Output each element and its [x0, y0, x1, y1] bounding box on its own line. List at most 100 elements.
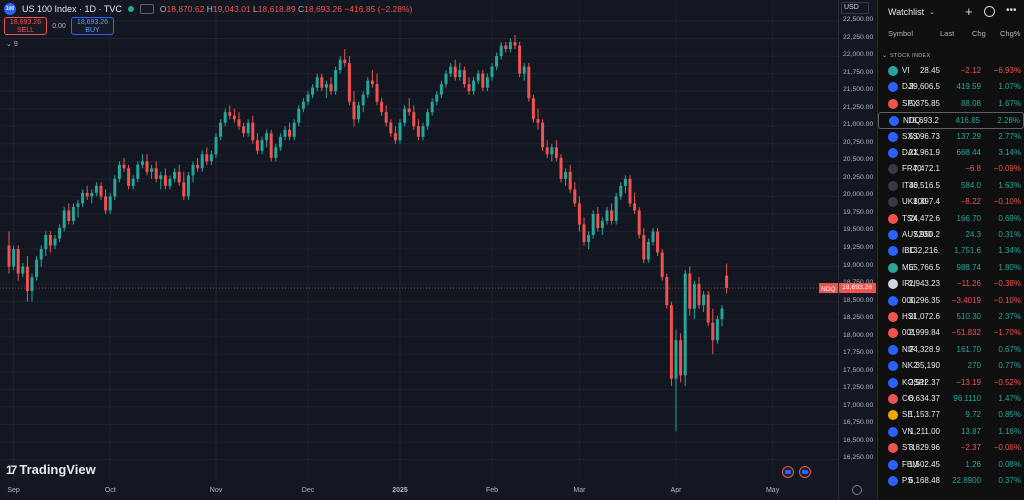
watchlist-row[interactable]: IBC 132,216. 1,751.6 1.34%	[878, 243, 1024, 259]
row-last: 2,943.23	[908, 279, 940, 289]
price-tag-symbol	[819, 283, 838, 294]
more-icon[interactable]: •••	[1006, 5, 1017, 16]
watchlist-row[interactable]: CO 6,634.37 96.1110 1.47%	[878, 391, 1024, 407]
sell-button[interactable]: 18,693.26 SELL	[4, 17, 47, 35]
watchlist-row[interactable]: VN 1,211.00 13.87 1.16%	[878, 424, 1024, 440]
col-chg[interactable]: Chg	[972, 29, 986, 38]
event-flag-icon[interactable]	[782, 466, 794, 478]
watchlist-columns: Symbol Last Chg Chg%	[878, 29, 1024, 41]
watchlist-row[interactable]: DJI 39,606.5 419.59 1.07%	[878, 79, 1024, 95]
watchlist-row[interactable]: FR40 7,472.1 −6.8 −0.09%	[878, 161, 1024, 177]
row-chg: −2.37	[960, 443, 981, 453]
x-tick-label: Mar	[573, 487, 586, 494]
symbol-logo-icon	[888, 426, 898, 437]
candle-body	[651, 231, 655, 242]
watchlist-row[interactable]: SXS 5,096.73 137.29 2.77%	[878, 129, 1024, 145]
watchlist-row[interactable]: NK2 35,190 270 0.77%	[878, 358, 1024, 374]
candle-body	[660, 252, 664, 278]
watchlist-section-title[interactable]: STOCK INDEX	[890, 53, 931, 59]
candle-body	[329, 84, 333, 92]
watchlist-row[interactable]: ME 55,766.5 988.74 1.80%	[878, 260, 1024, 276]
currency-select[interactable]: USD	[841, 2, 869, 14]
y-tick-label: 18,500.00	[843, 296, 874, 304]
gear-icon[interactable]	[852, 485, 862, 495]
watchlist-row[interactable]: NIF 24,328.9 161.70 0.67%	[878, 342, 1024, 358]
watchlist-row[interactable]: STI 3,829.96 −2.37 −0.06%	[878, 440, 1024, 456]
watchlist-row[interactable]: PS 6,168.48 22.8900 0.37%	[878, 473, 1024, 489]
chart-pane[interactable]: NDQ Sep Oct Nov Dec 2025 Feb Mar Apr May 100 US 1…	[0, 0, 838, 500]
row-last: 28.45	[919, 66, 940, 75]
col-last[interactable]: Last	[940, 29, 955, 38]
watchlist-row[interactable]: VI 28.45 −2.12 −6.93%	[878, 63, 1024, 79]
candle-body	[366, 80, 370, 95]
row-last: 7,950.2	[913, 230, 940, 239]
tradingview-logo[interactable]: 17 TradingView	[6, 462, 96, 477]
candle-body	[274, 147, 278, 158]
col-symbol[interactable]: Symbol	[888, 29, 914, 38]
row-chg: 166.70	[956, 213, 981, 223]
chevron-down-icon[interactable]: ⌄	[882, 53, 888, 59]
candle-body	[67, 210, 71, 221]
row-symbol: FR40	[902, 164, 922, 174]
watchlist-row[interactable]: IRU 2,943.23 −11.26 −0.38%	[878, 276, 1024, 292]
watchlist-row[interactable]: SPX 5,375.85 88.08 1.67%	[878, 96, 1024, 112]
row-symbol: DAX	[902, 148, 919, 157]
col-chgp[interactable]: Chg%	[1000, 29, 1021, 38]
y-tick-label: 19,500.00	[843, 226, 874, 234]
candle-body	[219, 122, 223, 137]
clock-icon[interactable]	[984, 6, 995, 17]
watchlist-row[interactable]: IT40 36,516.5 584.0 1.63%	[878, 178, 1024, 194]
candle-body	[591, 213, 595, 235]
market-status-icon[interactable]	[127, 6, 134, 12]
candle-body	[449, 66, 453, 74]
candle-body	[596, 213, 600, 228]
row-symbol: TSX	[902, 213, 918, 223]
ohlc-values: O18,870.62 H19,043.01 L18,618.89 C18,693…	[160, 4, 413, 14]
row-chgp: 1.67%	[998, 98, 1021, 108]
candle-body	[136, 164, 140, 179]
indicators-toggle[interactable]: ⌄ 9	[6, 40, 18, 48]
watchlist-row[interactable]: NDQ 18,693.2 416.85 2.28%	[878, 112, 1024, 129]
watchlist-row[interactable]: AUS200 7,950.2 24.3 0.31%	[878, 227, 1024, 243]
watchlist-row[interactable]: 000 3,296.35 −3.4019 −0.10%	[878, 293, 1024, 309]
row-chg: −6.8	[965, 164, 981, 174]
row-chg: −13.19	[956, 377, 981, 387]
row-symbol: ME	[902, 262, 914, 272]
watchlist-row[interactable]: DAX 21,961.9 668.44 3.14%	[878, 145, 1024, 161]
watchlist-row[interactable]: HSI 21,072.6 510.30 2.37%	[878, 309, 1024, 325]
row-last: 36,516.5	[908, 180, 940, 190]
candle-body	[384, 112, 388, 123]
y-tick-label: 18,750.00	[843, 279, 873, 286]
price-axis[interactable]: 16,250.00 16,500.00 16,750.00 17,000.00 17,2…	[838, 0, 876, 500]
row-chgp: 2.37%	[998, 312, 1021, 321]
candle-body	[375, 84, 379, 102]
symbol-logo-icon	[888, 246, 898, 257]
event-flag-icon[interactable]	[799, 466, 811, 478]
symbol-logo-icon	[888, 180, 898, 191]
symbol-logo-icon	[888, 312, 898, 322]
watchlist-title[interactable]: Watchlist	[888, 7, 925, 17]
y-tick-label: 21,000.00	[843, 121, 874, 129]
symbol-logo-icon[interactable]: 100	[4, 3, 16, 15]
candle-body	[209, 154, 213, 162]
row-symbol: STI	[902, 443, 915, 453]
candlestick-chart[interactable]: NDQ Sep Oct Nov Dec 2025 Feb Mar Apr May	[0, 0, 838, 500]
candle-body	[292, 122, 296, 137]
candle-body	[683, 273, 687, 376]
buy-button[interactable]: 18,693.26 BUY	[71, 17, 114, 35]
chart-legend: 100 US 100 Index · 1D · TVC O18,870.62 H…	[4, 3, 412, 15]
chevron-down-icon[interactable]: ⌄	[929, 9, 935, 16]
watchlist-row[interactable]: KOSPI 2,512.37 −13.19 −0.52%	[878, 375, 1024, 391]
add-symbol-button[interactable]: +	[965, 4, 973, 19]
watchlist-row[interactable]: 001 2,999.84 −51.832 −1.70%	[878, 325, 1024, 341]
row-chgp: −0.09%	[993, 164, 1021, 174]
watchlist-row[interactable]: FBM 1,502.45 1.26 0.08%	[878, 457, 1024, 473]
candle-body	[582, 224, 586, 242]
watchlist-row[interactable]: TSX 24,472.6 166.70 0.69%	[878, 211, 1024, 227]
symbol-title[interactable]: US 100 Index · 1D · TVC	[22, 4, 122, 14]
eye-icon[interactable]	[139, 4, 154, 14]
candle-body	[117, 164, 121, 179]
watchlist-row[interactable]: SE 1,153.77 9.72 0.85%	[878, 407, 1024, 423]
watchlist-row[interactable]: UK100 8,397.4 −8.22 −0.10%	[878, 194, 1024, 210]
row-symbol: SXS	[902, 131, 919, 141]
